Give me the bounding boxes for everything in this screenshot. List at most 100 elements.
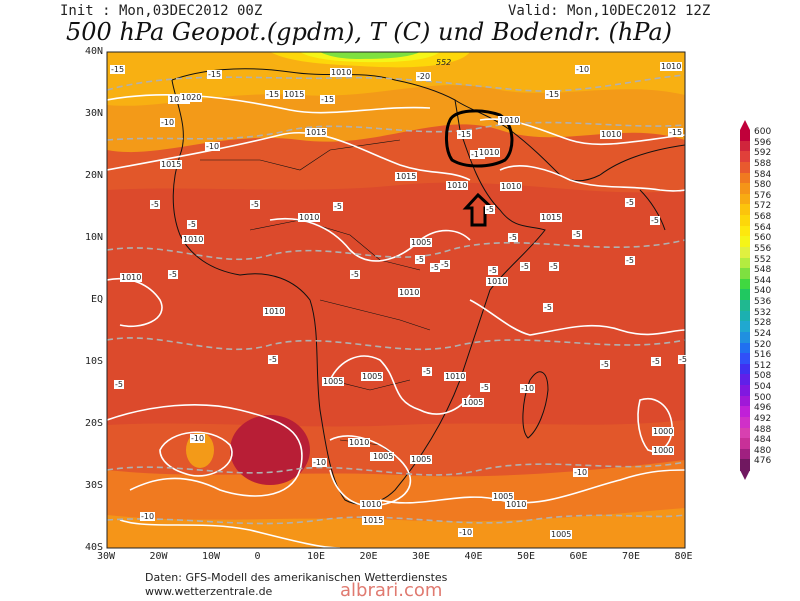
colorbar-swatch: [740, 257, 750, 269]
temperature-label: -10: [205, 142, 221, 151]
lon-tick-label: 50E: [517, 551, 536, 562]
temperature-label: -10: [470, 150, 486, 159]
colorbar-label: 572: [754, 201, 772, 212]
colorbar-label: 596: [754, 137, 772, 148]
lat-tick-label: EQ: [90, 294, 103, 305]
colorbar-label: 496: [754, 403, 772, 414]
pressure-label: 1015: [362, 516, 385, 525]
colorbar-label: 564: [754, 222, 772, 233]
colorbar-swatch: [740, 236, 750, 248]
colorbar-label: 576: [754, 190, 772, 201]
website-credit: www.wetterzentrale.de: [145, 585, 273, 598]
colorbar-label: 480: [754, 445, 772, 456]
colorbar-label: 532: [754, 307, 772, 318]
colorbar-label: 536: [754, 297, 772, 307]
temperature-label: -15: [320, 95, 336, 104]
colorbar-swatch: [740, 427, 750, 439]
colorbar-swatch: [740, 448, 750, 460]
pressure-label: 1010: [444, 372, 467, 381]
temperature-label: -5: [187, 220, 197, 229]
pressure-label: 1020: [180, 93, 203, 102]
colorbar-label: 592: [754, 148, 772, 159]
colorbar-swatch: [740, 342, 750, 354]
colorbar-swatch: [740, 183, 750, 195]
temperature-label: -5: [549, 262, 559, 271]
temperature-label: -10: [190, 434, 206, 443]
colorbar-label: 560: [754, 233, 772, 244]
colorbar-label: 520: [754, 339, 772, 350]
pressure-label: 1005: [361, 372, 384, 381]
colorbar-swatch: [740, 300, 750, 312]
colorbar-label: 548: [754, 265, 772, 276]
lon-tick-label: 20W: [149, 551, 168, 562]
colorbar-swatch: [740, 321, 750, 333]
colorbar-swatch: [740, 140, 750, 152]
colorbar-label: 540: [754, 286, 772, 297]
temperature-label: -5: [250, 200, 260, 209]
pressure-label: 1005: [550, 530, 573, 539]
pressure-label: 1015: [395, 172, 418, 181]
temperature-label: -5: [114, 380, 124, 389]
pressure-label: 1015: [305, 128, 328, 137]
colorbar-label: 556: [754, 243, 772, 254]
lon-tick-label: 60E: [569, 551, 588, 562]
data-source-credit: Daten: GFS-Modell des amerikanischen Wet…: [145, 571, 448, 584]
temperature-label: -5: [150, 200, 160, 209]
colorbar-swatch: [740, 385, 750, 397]
colorbar-swatch: [740, 459, 750, 471]
pressure-label: 1015: [160, 160, 183, 169]
lat-tick-label: 30S: [84, 480, 103, 491]
colorbar-swatch: [740, 406, 750, 418]
temperature-label: -5: [168, 270, 178, 279]
temperature-label: -5: [520, 262, 530, 271]
lat-tick-label: 20S: [84, 418, 103, 429]
lat-tick-label: 40N: [84, 46, 103, 57]
temperature-label: -5: [480, 383, 490, 392]
pressure-label: 1010: [398, 288, 421, 297]
lat-tick-label: 10S: [84, 356, 103, 367]
colorbar-swatch: [740, 395, 750, 407]
temperature-label: -5: [678, 355, 688, 364]
temperature-label: -5: [415, 255, 425, 264]
pressure-label: 1010: [360, 500, 383, 509]
colorbar-label: 492: [754, 413, 772, 424]
colorbar-label: 580: [754, 180, 772, 191]
temperature-label: -15: [265, 90, 281, 99]
pressure-label: 1010: [500, 182, 523, 191]
pressure-label: 1015: [283, 90, 306, 99]
colorbar-label: 500: [754, 392, 772, 403]
temperature-label: -5: [508, 233, 518, 242]
pressure-label: 1010: [446, 181, 469, 190]
colorbar-label: 488: [754, 424, 772, 435]
colorbar-label: 512: [754, 360, 772, 371]
colorbar-label: 584: [754, 169, 772, 180]
colorbar-swatch: [740, 310, 750, 322]
temperature-label: -10: [312, 458, 328, 467]
lon-tick-label: 0: [254, 551, 261, 562]
temperature-label: -15: [207, 70, 223, 79]
temperature-label: -15: [110, 65, 126, 74]
colorbar-swatch: [740, 278, 750, 290]
colorbar-swatch: [740, 193, 750, 205]
pressure-label: 1000: [652, 446, 675, 455]
pressure-label: 1010: [298, 213, 321, 222]
temperature-label: -5: [543, 303, 553, 312]
colorbar-swatch: [740, 225, 750, 237]
pressure-label: 1010: [120, 273, 143, 282]
temperature-label: -5: [440, 260, 450, 269]
pressure-label: 1010: [600, 130, 623, 139]
pressure-label: 1000: [652, 427, 675, 436]
colorbar-swatch: [740, 438, 750, 450]
colorbar-label: 568: [754, 212, 772, 222]
colorbar-label: 508: [754, 371, 772, 382]
pressure-label: 1010: [182, 235, 205, 244]
colorbar-label: 504: [754, 382, 772, 392]
pressure-label: 1005: [322, 377, 345, 386]
colorbar-label: 476: [754, 456, 772, 467]
colorbar-label: 600: [754, 127, 772, 137]
temperature-label: -5: [488, 266, 498, 275]
temperature-label: -10: [575, 65, 591, 74]
lat-tick-label: 30N: [84, 108, 103, 119]
temperature-label: -5: [485, 205, 495, 214]
temperature-label: -5: [350, 270, 360, 279]
